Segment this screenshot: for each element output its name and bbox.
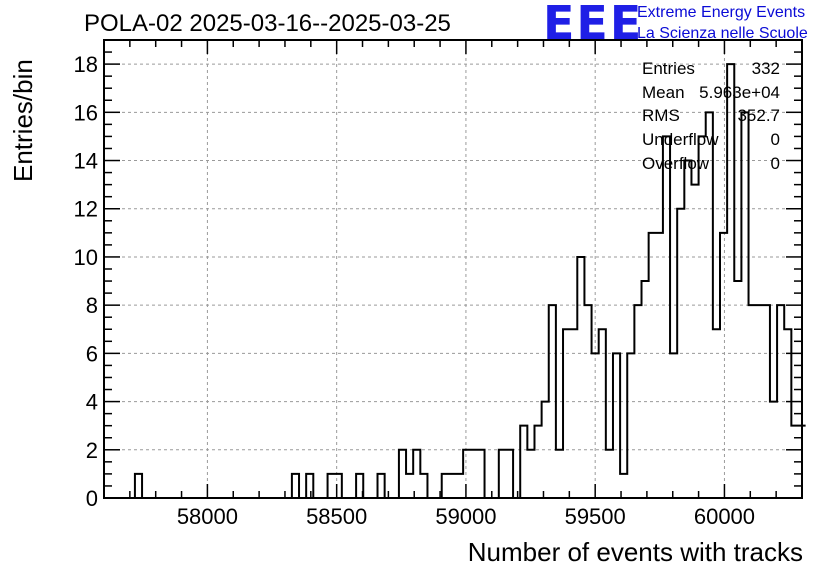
eee-logo: EEE	[543, 0, 644, 50]
logo-line-2: La Scienza nelle Scuole	[637, 25, 808, 42]
x-axis-label: Number of events with tracks	[467, 537, 803, 567]
stats-value: 0	[770, 153, 780, 173]
axis-ticks	[103, 39, 803, 499]
y-tick-label: 4	[86, 390, 98, 415]
stats-value: 0	[770, 130, 780, 150]
stats-row-entries: Entries 332	[642, 59, 780, 83]
y-tick-label: 0	[86, 486, 98, 511]
grid-lines	[104, 40, 802, 498]
stats-label: Entries	[642, 59, 695, 78]
y-axis-label: Entries/bin	[8, 59, 38, 182]
logo-caption: Extreme Energy Events La Scienza nelle S…	[637, 2, 808, 44]
stats-label: Underflow	[642, 130, 719, 150]
y-tick-label: 12	[74, 197, 98, 222]
x-tick-label: 58500	[306, 504, 367, 529]
stats-label: RMS	[642, 106, 680, 126]
stats-row-mean: Mean 5.963e+04	[642, 83, 780, 107]
stats-value: 332	[751, 59, 780, 78]
y-tick-label: 16	[74, 100, 98, 125]
stats-row-overflow: Overflow 0	[642, 154, 780, 178]
stats-row-underflow: Underflow 0	[642, 130, 780, 154]
y-tick-label: 14	[74, 149, 98, 174]
y-tick-label: 2	[86, 438, 98, 463]
x-tick-labels: 58000 58500 59000 59500 60000	[177, 504, 755, 529]
x-tick-label: 59000	[435, 504, 496, 529]
y-tick-label: 8	[86, 293, 98, 318]
y-tick-label: 18	[74, 52, 98, 77]
stats-value: 352.7	[737, 106, 780, 126]
stats-row-rms: RMS 352.7	[642, 106, 780, 130]
y-tick-label: 10	[74, 245, 98, 270]
stats-box: Entries 332 Mean 5.963e+04 RMS 352.7 Und…	[642, 59, 780, 177]
stats-value: 5.963e+04	[699, 82, 780, 102]
stats-label: Mean	[642, 82, 685, 102]
x-tick-label: 58000	[177, 504, 238, 529]
y-tick-labels: 0 2 4 6 8 10 12 14 16 18	[74, 52, 98, 511]
logo-line-1: Extreme Energy Events	[637, 4, 806, 21]
x-tick-label: 59500	[565, 504, 626, 529]
stats-label: Overflow	[642, 153, 710, 173]
x-tick-label: 60000	[694, 504, 755, 529]
y-tick-label: 6	[86, 341, 98, 366]
chart-title: POLA-02 2025-03-16--2025-03-25	[84, 10, 451, 37]
